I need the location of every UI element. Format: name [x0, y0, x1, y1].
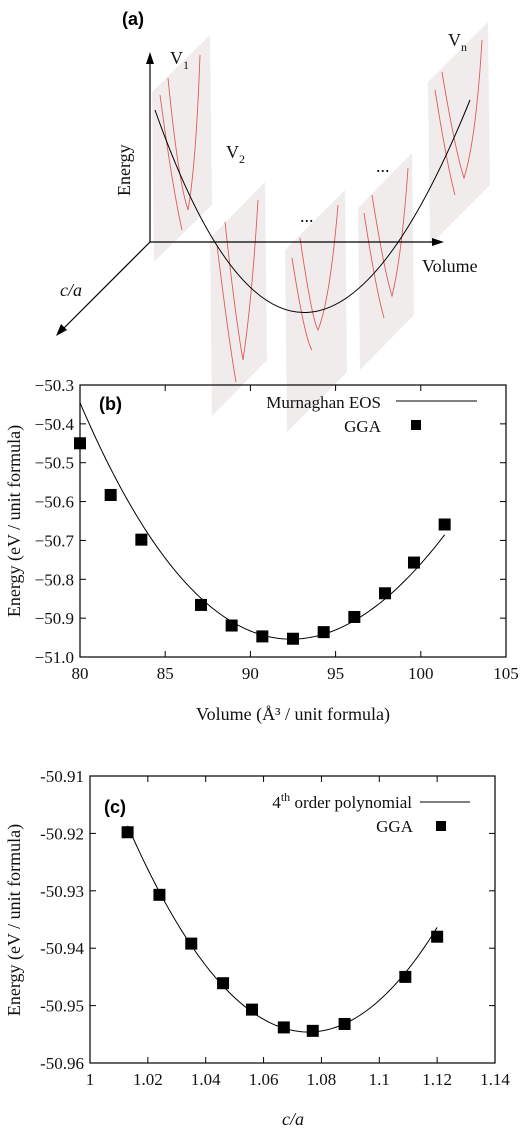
- plane-vn: [428, 22, 490, 245]
- panel-b-chart: 80 85 90 95 100 105 −50.3 −50.4 −50.5 −50.6 −50.7 −…: [4, 376, 519, 725]
- y-tick-label: −50.3: [35, 376, 74, 395]
- data-point: [185, 937, 198, 950]
- panel-a-diagram: (a): [56, 9, 490, 432]
- data-points-c: [121, 826, 444, 1037]
- y-axis-label-b: Energy (eV / unit formula): [4, 425, 25, 617]
- panel-c-chart: 1 1.02 1.04 1.06 1.08 1.1 1.12 1.14 -50.91 -50.92…: [4, 767, 510, 1129]
- y-tick-label: −50.8: [35, 570, 74, 589]
- ellipsis-1: ...: [300, 206, 314, 226]
- data-point: [194, 598, 207, 611]
- plane-v1: [152, 35, 212, 262]
- x-tick-label: 1.06: [249, 1070, 279, 1089]
- y-tick-label: -50.92: [40, 824, 84, 843]
- fit-line: [79, 402, 446, 640]
- data-point: [217, 977, 230, 990]
- data-point: [104, 488, 117, 501]
- legend-points-swatch-b: [411, 420, 421, 430]
- y-axis-label-c: Energy (eV / unit formula): [4, 824, 25, 1016]
- data-point: [246, 1003, 258, 1016]
- energy-volume-curve: [154, 99, 471, 313]
- x-axis-label-c: c/a: [282, 1109, 304, 1129]
- x-tick-label: 1.12: [422, 1070, 452, 1089]
- y-tick-label: -50.94: [40, 939, 84, 958]
- data-point: [306, 1024, 319, 1037]
- panel-a-tag: (a): [122, 9, 144, 29]
- y-tick-label: -50.91: [40, 767, 84, 786]
- data-point: [399, 970, 412, 983]
- panel-b-tag: (b): [99, 394, 122, 414]
- x-tick-label: 100: [408, 664, 434, 683]
- x-tick-label: 1.14: [480, 1070, 510, 1089]
- x-tick-label: 1.1: [369, 1070, 390, 1089]
- x-tick-label: 80: [72, 664, 89, 683]
- legend-fit-label-c: 4th order polynomial: [272, 790, 412, 812]
- y-tick-label: −51.0: [35, 648, 74, 667]
- data-point: [256, 630, 269, 643]
- fit-curve-b: [79, 402, 446, 640]
- y-tick-label: -50.95: [40, 997, 84, 1016]
- x-tick-label: 90: [242, 664, 259, 683]
- axis-ticks-c: 1 1.02 1.04 1.06 1.08 1.1 1.12 1.14 -50.91 -50.92…: [40, 767, 510, 1089]
- energy-axis-arrow: [146, 52, 154, 64]
- ca-label: c/a: [60, 280, 82, 300]
- plot-frame-b: [79, 384, 507, 658]
- plane-mid2: [358, 153, 414, 370]
- x-tick-label: 85: [157, 664, 174, 683]
- data-point: [277, 1021, 290, 1034]
- v2-label: V2: [226, 142, 245, 166]
- data-point: [338, 1017, 351, 1030]
- y-tick-label: -50.93: [40, 882, 84, 901]
- legend-points-swatch-c: [436, 821, 446, 831]
- ca-axis-arrow: [56, 324, 67, 336]
- x-tick-label: 105: [493, 664, 519, 683]
- y-tick-label: −50.9: [35, 609, 74, 628]
- ellipsis-2: ...: [376, 156, 390, 176]
- data-point: [135, 533, 148, 546]
- y-tick-label: −50.6: [35, 493, 74, 512]
- plane-v2: [210, 182, 267, 416]
- data-point: [153, 888, 166, 901]
- vn-label: Vn: [448, 30, 467, 54]
- fit-line: [127, 825, 438, 1033]
- data-point: [438, 518, 451, 531]
- data-points-b: [74, 437, 451, 645]
- x-tick-label: 1.08: [307, 1070, 337, 1089]
- x-axis-label-b: Volume (Å³ / unit formula): [196, 704, 390, 725]
- legend-points-label-b: GGA: [344, 417, 382, 436]
- data-point: [317, 626, 330, 639]
- y-tick-label: -50.96: [40, 1054, 84, 1073]
- y-tick-label: −50.5: [35, 454, 74, 473]
- x-tick-label: 1.02: [133, 1070, 163, 1089]
- panel-c-tag: (c): [104, 797, 126, 817]
- data-point: [225, 619, 238, 632]
- data-point: [74, 437, 86, 450]
- axis-ticks-b: 80 85 90 95 100 105 −50.3 −50.4 −50.5 −50.6 −50.7 −…: [35, 376, 519, 683]
- y-tick-label: −50.7: [35, 531, 75, 550]
- legend-points-label-c: GGA: [376, 817, 414, 836]
- energy-label: Energy: [114, 144, 134, 196]
- legend-fit-label-b: Murnaghan EOS: [266, 393, 381, 412]
- volume-axis-arrow: [432, 238, 444, 246]
- data-point: [431, 930, 444, 943]
- data-point: [348, 610, 361, 623]
- fit-curve-c: [127, 825, 438, 1033]
- x-tick-label: 1: [86, 1070, 95, 1089]
- data-point: [379, 587, 392, 600]
- x-tick-label: 95: [327, 664, 344, 683]
- x-tick-label: 1.04: [191, 1070, 221, 1089]
- data-point: [287, 632, 299, 645]
- ca-axis: [59, 241, 151, 333]
- y-tick-label: −50.4: [35, 415, 75, 434]
- plot-frame-c: [89, 775, 496, 1064]
- data-point: [407, 556, 420, 569]
- volume-label: Volume: [422, 256, 478, 276]
- data-point: [121, 826, 134, 839]
